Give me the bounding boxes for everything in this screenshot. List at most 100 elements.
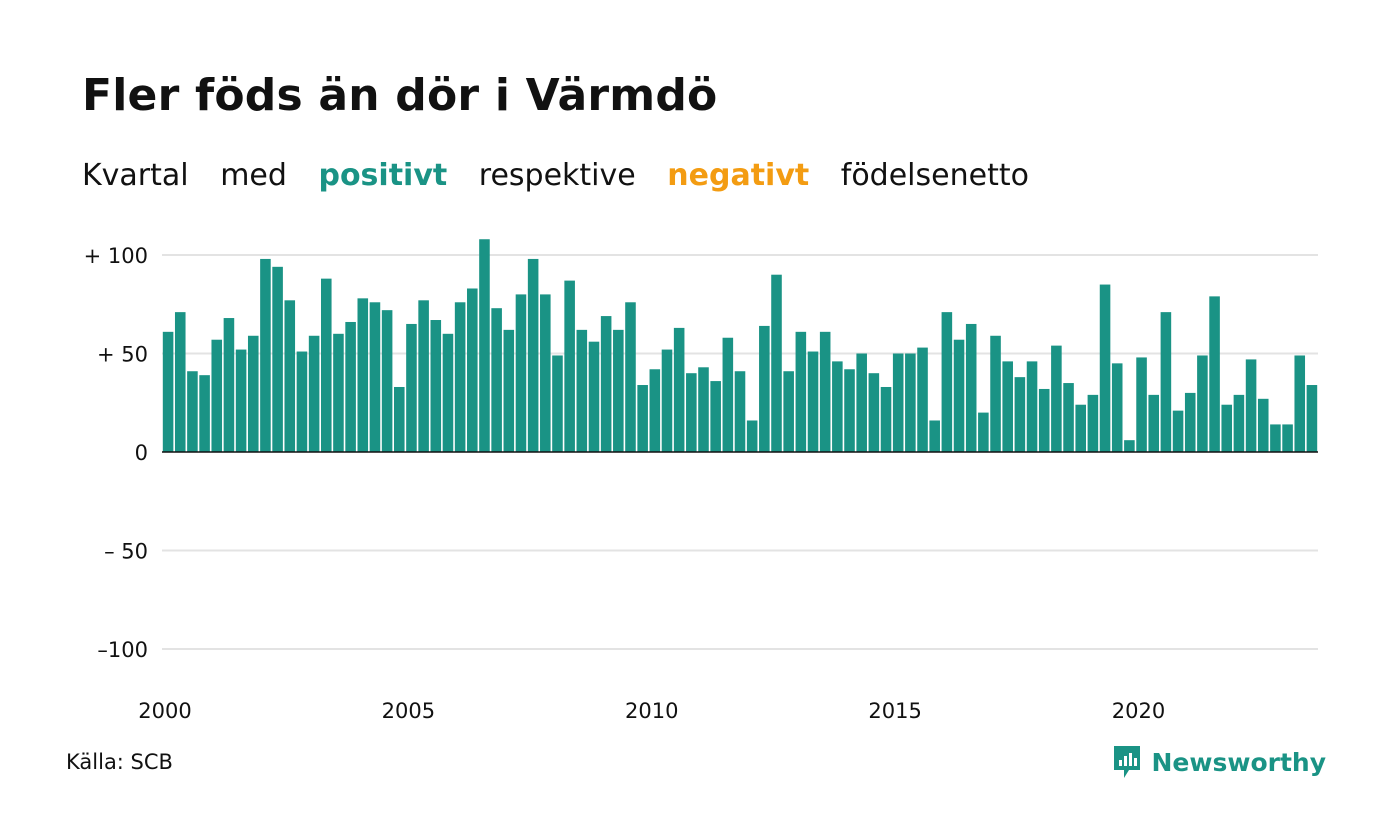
bar (467, 288, 478, 452)
bar (759, 325, 770, 452)
bar (880, 386, 892, 452)
bar (1136, 357, 1147, 452)
bar (272, 266, 283, 452)
subtitle-word-fodelsenetto: födelsenetto (840, 158, 1029, 193)
bar (613, 329, 624, 452)
brand-name: Newsworthy (1151, 747, 1327, 777)
bar (333, 333, 344, 452)
bar (515, 294, 527, 452)
bar (369, 302, 381, 452)
bar (941, 312, 953, 452)
bar (223, 318, 235, 452)
bar (247, 335, 259, 452)
y-tick-label: 0 (135, 441, 148, 465)
bar (174, 312, 186, 452)
bar (722, 337, 734, 452)
bar (1172, 410, 1184, 452)
bar (1257, 398, 1269, 452)
bar (832, 361, 843, 452)
subtitle-positive-label: positivt (318, 158, 448, 193)
bar (430, 320, 442, 452)
bar (406, 323, 417, 452)
bar (454, 302, 466, 452)
bar (600, 316, 612, 452)
bar (320, 278, 332, 452)
bar (1197, 355, 1208, 452)
bar (260, 258, 271, 452)
bar (296, 351, 308, 452)
bar (783, 371, 794, 452)
bar (844, 369, 855, 452)
bar (990, 335, 1001, 452)
bar (503, 329, 515, 452)
bar (1282, 424, 1293, 452)
bar (1099, 284, 1111, 452)
x-tick-label: 2020 (1112, 699, 1165, 723)
bar (394, 386, 405, 452)
x-tick-label: 2015 (868, 699, 921, 723)
source-note: Källa: SCB (66, 750, 173, 774)
bar (1184, 392, 1196, 452)
x-axis-ticks: 2000 2005 2010 2015 2020 (138, 699, 1165, 723)
bar (1038, 388, 1050, 452)
bar (649, 369, 661, 452)
x-tick-label: 2010 (625, 699, 678, 723)
bar (345, 321, 356, 452)
bar (1124, 440, 1135, 452)
newsworthy-logo-icon (1113, 746, 1140, 778)
bar (771, 274, 782, 452)
bar (1221, 404, 1233, 452)
bar (673, 327, 685, 452)
bar (1160, 312, 1172, 452)
bar (1245, 359, 1257, 452)
bar (1270, 424, 1281, 452)
bar (1111, 363, 1123, 452)
bar (187, 371, 198, 452)
bar (211, 339, 223, 452)
subtitle-negative-label: negativt (667, 158, 810, 193)
bar (746, 420, 758, 452)
bar (929, 420, 940, 452)
bar (479, 239, 490, 452)
bar (1063, 383, 1074, 452)
bar (576, 329, 588, 452)
bar (795, 331, 807, 452)
bar (540, 294, 551, 452)
bar (637, 385, 648, 452)
bar (235, 349, 247, 452)
bar (527, 258, 539, 452)
bar (418, 300, 429, 452)
bar (978, 412, 989, 452)
bar (953, 339, 965, 452)
bar (552, 355, 563, 452)
bar (564, 280, 575, 452)
bar (905, 353, 916, 452)
bar (1026, 361, 1038, 452)
bar (1014, 377, 1026, 452)
bar (868, 373, 880, 452)
bar (1233, 394, 1245, 452)
bar-chart: + 100 + 50 0 – 50 –100 2000 2005 2010 2015 2020 (84, 239, 1318, 723)
bar (1087, 394, 1099, 452)
y-tick-label: –100 (97, 638, 148, 662)
bar (308, 335, 320, 452)
bar (1148, 394, 1160, 452)
bar (965, 323, 977, 452)
bar (625, 302, 636, 452)
bar (588, 341, 600, 452)
chart-title: Fler föds än dör i Värmdö (82, 70, 718, 121)
grid-lines (162, 254, 1318, 650)
bar (199, 375, 210, 452)
y-axis-ticks: + 100 + 50 0 – 50 –100 (84, 244, 148, 662)
bar (162, 331, 174, 452)
y-tick-label: + 50 (97, 343, 148, 367)
bar (357, 298, 369, 452)
bar (1002, 361, 1013, 452)
bar (284, 300, 296, 452)
bar (1306, 385, 1318, 452)
bar (661, 349, 673, 452)
bar (1209, 296, 1220, 452)
bar (710, 381, 721, 452)
subtitle-word-med: med (220, 158, 287, 193)
bar (1051, 345, 1062, 452)
